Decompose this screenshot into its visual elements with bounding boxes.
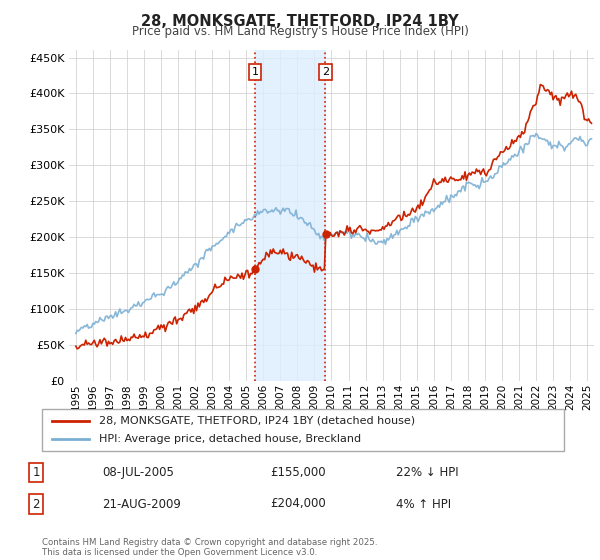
Text: 28, MONKSGATE, THETFORD, IP24 1BY (detached house): 28, MONKSGATE, THETFORD, IP24 1BY (detac…	[100, 416, 416, 426]
Text: £155,000: £155,000	[270, 466, 326, 479]
Text: 2: 2	[322, 67, 329, 77]
Text: 28, MONKSGATE, THETFORD, IP24 1BY: 28, MONKSGATE, THETFORD, IP24 1BY	[141, 14, 459, 29]
Text: Price paid vs. HM Land Registry's House Price Index (HPI): Price paid vs. HM Land Registry's House …	[131, 25, 469, 38]
Text: 1: 1	[251, 67, 259, 77]
Text: 08-JUL-2005: 08-JUL-2005	[102, 466, 174, 479]
FancyBboxPatch shape	[42, 409, 564, 451]
Bar	[255, 50, 325, 381]
Text: Contains HM Land Registry data © Crown copyright and database right 2025.
This d: Contains HM Land Registry data © Crown c…	[42, 538, 377, 557]
Text: 4% ↑ HPI: 4% ↑ HPI	[396, 497, 451, 511]
Text: 22% ↓ HPI: 22% ↓ HPI	[396, 466, 458, 479]
Text: 2: 2	[32, 497, 40, 511]
Text: £204,000: £204,000	[270, 497, 326, 511]
Text: HPI: Average price, detached house, Breckland: HPI: Average price, detached house, Brec…	[100, 434, 362, 444]
Text: 21-AUG-2009: 21-AUG-2009	[102, 497, 181, 511]
Text: 1: 1	[32, 466, 40, 479]
